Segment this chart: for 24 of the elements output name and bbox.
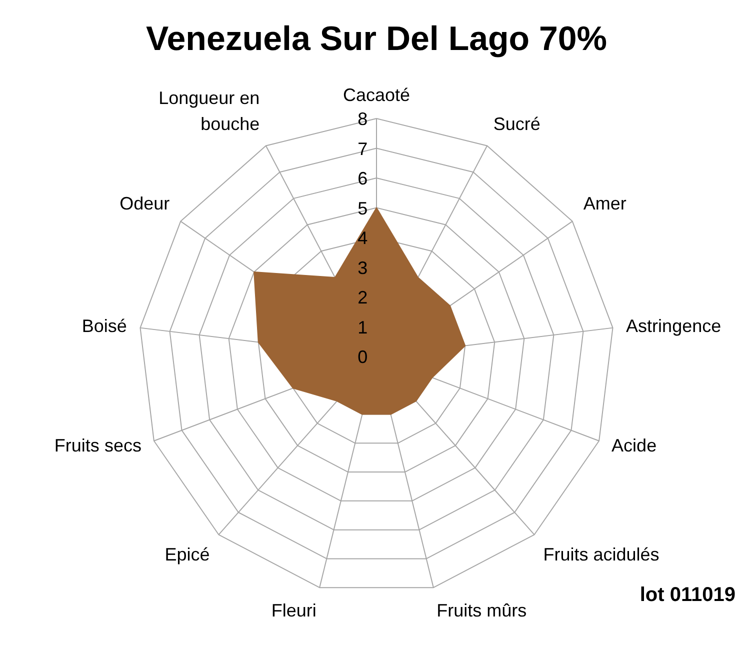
spoke-label: Astringence [626,316,722,336]
spoke-label: Fleuri [271,600,316,621]
y-tick-label: 4 [358,228,368,248]
spoke-label: Epicé [164,544,210,565]
spoke-label: Fruits secs [54,436,142,456]
y-tick-label: 3 [358,258,368,278]
spoke-label: Cacaoté [342,85,410,106]
y-tick-label: 5 [358,198,368,218]
y-tick-label: 6 [358,168,368,188]
y-tick-label: 2 [358,288,368,308]
spoke-label: Amer [583,194,626,214]
y-tick-label: 8 [358,109,368,129]
chart-title: Venezuela Sur Del Lago 70% [146,20,608,58]
spoke-label: Fruits mûrs [436,600,527,621]
spoke-label: Boisé [82,316,127,336]
y-tick-label: 0 [358,347,368,367]
spoke-label: Acide [612,436,657,456]
text: lot 011019 [640,584,736,606]
spoke-label: Fruits acidulés [543,544,660,565]
spoke-label: Longueur en bouche [158,88,260,134]
y-tick-label: 7 [358,138,368,159]
spoke-label: Sucré [493,114,540,134]
spoke-label: Odeur [120,194,170,214]
y-tick-label: 1 [358,317,368,338]
